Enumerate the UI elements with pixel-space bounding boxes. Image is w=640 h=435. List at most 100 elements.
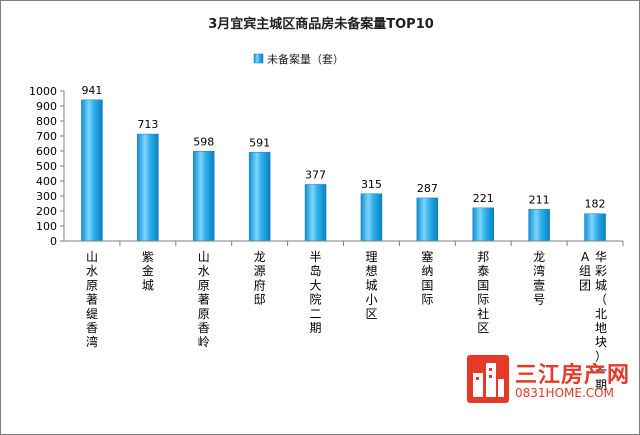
y-tick-label: 0	[50, 235, 57, 248]
bar-value-label: 377	[305, 168, 326, 181]
x-category-char: 理	[365, 250, 377, 264]
y-axis: 0 100 200 300 400 500 600 700 800 900 1000	[29, 85, 65, 248]
legend-swatch	[253, 53, 264, 64]
x-category-char: 地	[595, 321, 607, 335]
x-category-char: 原	[198, 278, 210, 292]
bar-value-label: 182	[585, 198, 606, 211]
bar-value-label: 713	[137, 118, 158, 131]
x-category-char: 大	[310, 278, 322, 292]
bar-value-label: 315	[361, 178, 382, 191]
bar-value-label: 941	[81, 84, 102, 97]
bar-value-label: 211	[529, 193, 550, 206]
x-category-char: 山	[86, 250, 98, 264]
y-tick-label: 200	[36, 205, 57, 218]
x-category-char: 城	[365, 278, 377, 292]
x-category-char: 壹	[533, 278, 545, 292]
bar-value-label: 598	[193, 135, 214, 148]
watermark-url: 0831HOME.COM	[515, 386, 614, 400]
x-category-char: 塞	[421, 249, 433, 264]
bar	[416, 197, 439, 242]
legend: 未备案量（套）	[253, 52, 344, 66]
bar	[137, 133, 159, 242]
chart-title: 3月宜宾主城区商品房未备案量TOP10	[208, 16, 434, 32]
x-category-char: 水	[198, 264, 210, 278]
x-category-char: 期	[310, 321, 322, 335]
bar-value-label: 287	[417, 182, 438, 195]
x-category-char: 邦	[477, 250, 489, 264]
y-tick-label: 1000	[29, 85, 57, 98]
x-category-char: 水	[86, 264, 98, 278]
x-category-char: 龙	[254, 250, 266, 264]
x-category-char: 纳	[421, 264, 433, 278]
x-category-char: 北	[595, 307, 607, 321]
bars: 941 713 598 591 377 315 287 221 211 182	[81, 84, 606, 242]
x-category-char: 香	[198, 321, 210, 335]
bar-value-label: 591	[249, 136, 270, 149]
x-category-char: 著	[86, 293, 98, 307]
x-category-char: 院	[310, 293, 322, 307]
x-category-char: 缇	[86, 307, 98, 321]
bar	[472, 207, 494, 242]
x-category-char: 山	[198, 250, 210, 264]
bar	[248, 152, 271, 242]
y-tick-label: 500	[36, 160, 57, 173]
x-category-char: A	[581, 250, 590, 264]
x-category-char: 国	[421, 278, 433, 292]
watermark: 三江房产网 0831HOME.COM	[467, 355, 629, 407]
x-category-char: 著	[198, 293, 210, 307]
x-category-char: 团	[579, 278, 591, 292]
x-category-char: 紫	[142, 250, 154, 264]
x-category-char: 岭	[198, 335, 210, 349]
x-category-char: 一	[595, 364, 607, 378]
x-category-char: 组	[579, 264, 591, 278]
y-tick-label: 700	[36, 130, 57, 143]
x-category-char: 号	[533, 293, 545, 307]
x-category-char: 期	[595, 378, 607, 392]
x-category-char: 源	[254, 264, 266, 278]
x-category-char: （	[595, 293, 607, 307]
y-tick-label: 100	[36, 220, 57, 233]
y-tick-label: 600	[36, 145, 57, 158]
bar	[360, 193, 383, 242]
x-category-char: 龙	[533, 250, 545, 264]
x-axis: 山水原著缇香湾紫金城山水原著原香岭龙源府邸半岛大院二期理想城小区塞纳国际邦泰国际…	[64, 240, 624, 392]
house-logo-icon	[467, 355, 509, 403]
x-category-char: 区	[477, 321, 489, 335]
x-category-char: 城	[595, 278, 607, 292]
x-category-char: 际	[421, 293, 433, 307]
bar	[304, 184, 327, 242]
x-category-char: 原	[86, 278, 98, 292]
x-category-char: 国	[477, 278, 489, 292]
x-category-char: 社	[477, 306, 489, 321]
x-category-char: 彩	[595, 264, 607, 278]
x-category-char: 府	[254, 277, 266, 292]
bar	[528, 209, 550, 242]
x-category-char: 际	[477, 293, 489, 307]
x-category-char: 华	[595, 250, 607, 264]
bar-value-label: 221	[473, 192, 494, 205]
x-category-char: 湾	[86, 334, 98, 349]
legend-label: 未备案量（套）	[267, 52, 344, 66]
x-category-char: 湾	[533, 263, 545, 278]
x-category-char: 城	[142, 278, 154, 292]
watermark-name: 三江房产网	[515, 363, 631, 388]
x-category-char: 半	[310, 250, 322, 264]
x-category-char: 二	[310, 307, 322, 321]
y-tick-label: 400	[36, 175, 57, 188]
y-tick-label: 300	[36, 190, 57, 203]
x-category-char: ）	[595, 349, 607, 363]
y-tick-label: 900	[36, 100, 57, 113]
x-category-char: 泰	[477, 264, 489, 278]
x-category-char: 想	[365, 263, 377, 278]
x-category-char: 原	[198, 307, 210, 321]
x-category-char: 岛	[310, 263, 322, 278]
